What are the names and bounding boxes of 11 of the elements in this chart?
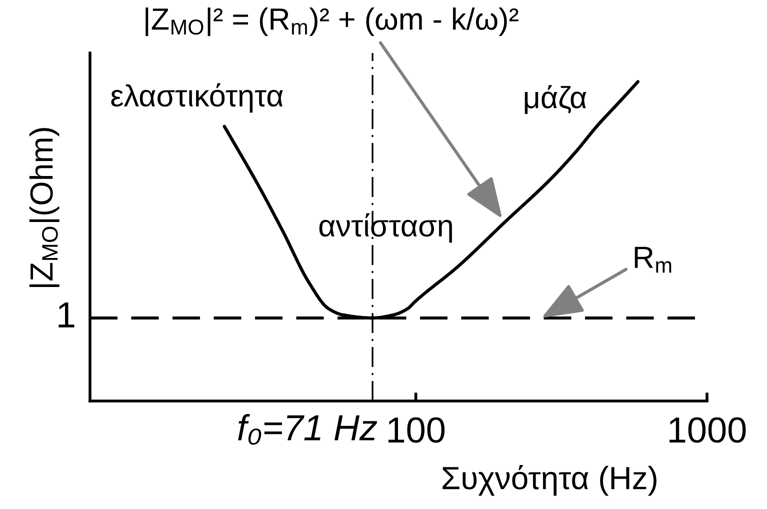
- annotation: αντίσταση: [319, 213, 452, 243]
- annotation: μάζα: [524, 85, 586, 114]
- ref-line-label: f₀=71 Hz: [238, 414, 378, 445]
- text: 1: [58, 302, 74, 328]
- x-tick-label: 100: [388, 417, 445, 443]
- x-axis-title: Συχνότητα (Hz): [442, 465, 656, 496]
- y-axis-title: |Z$_{MO}$|(Ohm): [29, 128, 60, 287]
- x-tick-label: 1000: [670, 417, 746, 443]
- annotation: ελαστικότητα: [111, 83, 283, 113]
- annotation: R$_{m}$: [634, 246, 672, 273]
- annotation: |Z$_{MO}$|² = (R$_{m}$)² + (ωm - k/ω)²: [146, 7, 518, 36]
